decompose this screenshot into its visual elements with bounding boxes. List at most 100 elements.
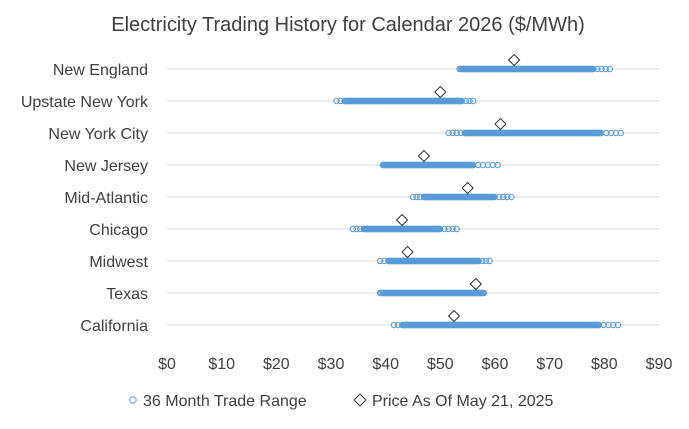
trade-range-point: [508, 193, 515, 201]
legend-price-marker: [353, 393, 367, 407]
trade-range-point: [482, 257, 490, 265]
price-marker: [494, 117, 507, 131]
trade-range-point: [409, 193, 417, 201]
trade-range-point: [504, 193, 511, 201]
trade-range-point: [605, 321, 612, 329]
price-marker: [507, 53, 521, 67]
trade-range-point: [602, 65, 609, 73]
x-tick-label: $30: [318, 356, 345, 373]
trade-range-point: [445, 225, 452, 233]
trade-range-row: [456, 65, 613, 73]
trade-range-point: [349, 225, 357, 233]
trade-range-point: [378, 289, 385, 297]
x-tick-label: $80: [591, 356, 618, 373]
legend-price-label: Price As Of May 21, 2025: [372, 393, 554, 410]
trade-range-point: [494, 161, 501, 169]
x-tick-label: $90: [646, 356, 673, 373]
trade-range-point: [445, 129, 452, 137]
trade-range-point: [500, 193, 507, 201]
trade-range-point: [600, 321, 607, 329]
chart-title: Electricity Trading History for Calendar…: [111, 14, 585, 36]
trade-range-point: [337, 97, 344, 105]
trade-range-row: [377, 289, 487, 297]
x-tick-label: $60: [482, 356, 509, 373]
trade-range-point: [475, 257, 482, 265]
trade-range-row: [379, 161, 501, 169]
category-label: New York City: [48, 126, 148, 143]
category-label: New Jersey: [64, 158, 148, 175]
trade-range-row: [390, 321, 622, 329]
trade-range-point: [458, 97, 466, 105]
trade-range-point: [453, 129, 460, 137]
x-tick-label: $10: [208, 356, 235, 373]
trade-range-point: [469, 97, 477, 105]
trade-range-point: [353, 225, 360, 233]
category-label: Texas: [106, 286, 148, 303]
trade-range-row: [445, 129, 624, 137]
category-label: Chicago: [89, 222, 148, 239]
trade-range-row: [349, 225, 460, 233]
trade-range-point: [413, 193, 420, 201]
price-marker: [434, 85, 447, 99]
trade-range-point: [453, 225, 460, 233]
x-axis-tick-labels: $0 $10 $20 $30 $40 $50 $60 $70 $80 $90: [158, 356, 672, 373]
category-label: Mid-Atlantic: [64, 190, 148, 207]
trade-range-point: [610, 321, 617, 329]
price-marker: [417, 149, 431, 163]
x-tick-label: $0: [158, 356, 176, 373]
price-series: [395, 53, 521, 323]
x-tick-label: $50: [427, 356, 454, 373]
trade-range-point: [394, 321, 402, 329]
trade-range-point: [598, 65, 605, 73]
trade-range-point: [606, 65, 613, 73]
price-marker: [447, 309, 461, 323]
trade-range-point: [614, 321, 622, 329]
legend-range-marker: [129, 396, 137, 404]
category-label: California: [80, 318, 148, 335]
trade-range-row: [377, 257, 493, 265]
price-marker: [469, 277, 483, 291]
trade-range-point: [417, 193, 424, 201]
category-label: New England: [53, 62, 148, 79]
price-marker: [401, 245, 414, 259]
trade-range-point: [466, 97, 473, 105]
trade-range-point: [495, 193, 503, 201]
x-tick-label: $20: [263, 356, 290, 373]
trade-range-point: [390, 321, 398, 329]
trade-range-point: [377, 257, 384, 265]
category-label: Midwest: [89, 254, 148, 271]
trade-range-point: [479, 257, 486, 265]
trade-range-point: [595, 321, 603, 329]
trade-range-point: [381, 257, 388, 265]
trade-range-point: [603, 129, 610, 137]
price-marker: [395, 213, 409, 227]
trade-range-point: [486, 257, 493, 265]
trade-range-point: [617, 129, 624, 137]
trade-range-point: [333, 97, 340, 105]
trade-range-series: [333, 65, 624, 329]
trade-range-point: [356, 225, 364, 233]
trade-range-point: [449, 225, 456, 233]
trade-range-point: [449, 129, 456, 137]
legend: 36 Month Trade Range Price As Of May 21,…: [129, 393, 554, 410]
trade-range-point: [612, 129, 620, 137]
trade-range-point: [590, 65, 597, 73]
trade-range-point: [457, 129, 465, 137]
trade-range-row: [333, 97, 477, 105]
category-labels: New England Upstate New York New York City…: [21, 62, 149, 335]
trade-range-point: [436, 225, 444, 233]
trade-range-point: [480, 289, 487, 297]
price-marker: [461, 181, 474, 195]
x-tick-label: $40: [372, 356, 399, 373]
x-tick-label: $70: [536, 356, 563, 373]
category-label: Upstate New York: [21, 94, 149, 111]
legend-range-label: 36 Month Trade Range: [143, 393, 307, 410]
trade-range-point: [607, 129, 615, 137]
trade-range-point: [491, 193, 498, 201]
trade-range-point: [594, 65, 601, 73]
trade-range-point: [441, 225, 448, 233]
gridlines: [167, 68, 659, 326]
trade-range-point: [457, 65, 465, 73]
